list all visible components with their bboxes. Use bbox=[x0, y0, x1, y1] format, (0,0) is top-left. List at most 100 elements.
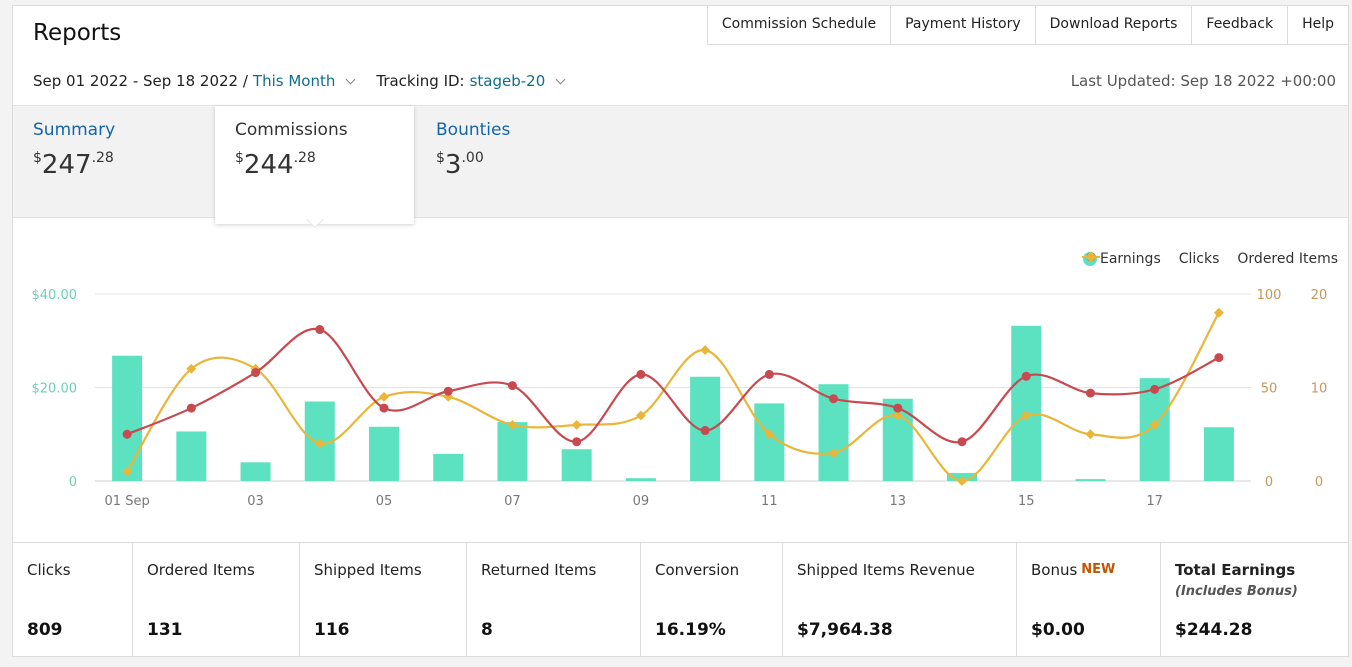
summary-tabs: Summary $247.28 Commissions $244.28 Boun… bbox=[13, 105, 1348, 224]
tab-bounties-amount: $3.00 bbox=[436, 150, 595, 180]
ordered-items-point bbox=[186, 363, 197, 374]
clicks-point bbox=[379, 403, 389, 413]
y-left-tick-label: 0 bbox=[69, 475, 77, 490]
stat-total-earnings-value: $244.28 bbox=[1175, 620, 1253, 640]
stat-returned-items-label: Returned Items bbox=[481, 561, 597, 579]
date-range-text: Sep 01 2022 - Sep 18 2022 / bbox=[33, 72, 248, 90]
stat-conversion: Conversion 16.19% bbox=[641, 543, 783, 657]
ordered-items-line-diamond-icon bbox=[1081, 251, 1100, 263]
clicks-point bbox=[122, 429, 132, 439]
earnings-bar bbox=[1011, 325, 1042, 481]
y-right-tick-label: 50 bbox=[1261, 382, 1278, 397]
legend-earnings-label: Earnings bbox=[1099, 251, 1161, 267]
stat-clicks-label: Clicks bbox=[27, 561, 71, 579]
tracking-chevron-down-icon[interactable] bbox=[555, 74, 566, 84]
x-tick-label: 01 Sep bbox=[105, 494, 150, 509]
clicks-point bbox=[507, 381, 517, 391]
clicks-point bbox=[636, 369, 646, 379]
earnings-bar bbox=[1075, 479, 1106, 481]
clicks-line bbox=[126, 327, 1220, 444]
x-tick-label: 17 bbox=[1146, 494, 1163, 509]
y-right-outer-tick-label: 20 bbox=[1311, 288, 1328, 303]
payment-history-link[interactable]: Payment History bbox=[891, 6, 1036, 44]
earnings-bar bbox=[561, 449, 592, 481]
period-dropdown[interactable]: This Month bbox=[252, 72, 336, 90]
period-chevron-down-icon[interactable] bbox=[345, 74, 356, 84]
tracking-id-label: Tracking ID: bbox=[376, 72, 465, 90]
tab-summary[interactable]: Summary $247.28 bbox=[13, 106, 212, 224]
clicks-point bbox=[251, 368, 261, 378]
bonus-label-text: Bonus bbox=[1031, 561, 1078, 579]
currency-symbol: $ bbox=[235, 150, 244, 166]
ordered-items-point bbox=[1149, 419, 1160, 430]
tab-commissions[interactable]: Commissions $244.28 bbox=[215, 106, 414, 224]
x-tick-label: 03 bbox=[247, 494, 264, 509]
earnings-chart: 0 0 0 $20.00 50 10 $40.00 100 20 01 Sep 03 05 07 09 11… bbox=[13, 218, 1348, 541]
legend-ordered-items[interactable]: Ordered Items bbox=[1081, 251, 1338, 267]
amount-cents: .28 bbox=[91, 150, 114, 166]
ordered-items-point bbox=[957, 476, 967, 486]
ordered-items-point bbox=[571, 419, 582, 430]
stat-total-earnings-label: Total Earnings bbox=[1175, 561, 1296, 579]
clicks-point bbox=[1214, 353, 1224, 363]
amount-dollars: 3 bbox=[444, 150, 462, 180]
chart-svg: 0 0 0 $20.00 50 10 $40.00 100 20 01 Sep 03 05 07 09 11… bbox=[32, 288, 1328, 509]
stats-bar: Clicks 809 Ordered Items 131 Shipped Ite… bbox=[13, 542, 1348, 657]
tab-bounties-label: Bounties bbox=[436, 120, 511, 140]
tab-summary-amount: $247.28 bbox=[33, 150, 192, 180]
ordered-items-point bbox=[892, 410, 903, 421]
last-updated-text: Last Updated: Sep 18 2022 +00:00 bbox=[1070, 72, 1336, 90]
clicks-point bbox=[1085, 388, 1095, 398]
tab-bounties[interactable]: Bounties $3.00 bbox=[416, 106, 615, 224]
stat-shipped-items-label: Shipped Items bbox=[314, 561, 422, 579]
ordered-items-line bbox=[126, 312, 1220, 483]
feedback-link[interactable]: Feedback bbox=[1192, 6, 1289, 44]
stat-ordered-items-value: 131 bbox=[147, 620, 183, 640]
stat-bonus-value: $0.00 bbox=[1031, 620, 1085, 640]
stat-returned-items: Returned Items 8 bbox=[467, 543, 641, 657]
currency-symbol: $ bbox=[33, 150, 42, 166]
y-right-tick-label: 0 bbox=[1265, 475, 1273, 490]
amount-cents: .00 bbox=[461, 150, 484, 166]
clicks-point bbox=[186, 403, 196, 413]
earnings-bar bbox=[433, 453, 464, 481]
legend-clicks[interactable]: Clicks bbox=[1081, 251, 1220, 267]
stat-clicks-value: 809 bbox=[27, 620, 63, 640]
currency-symbol: $ bbox=[436, 150, 445, 166]
commission-schedule-link[interactable]: Commission Schedule bbox=[707, 6, 892, 44]
stat-total-earnings: Total Earnings (Includes Bonus) $244.28 bbox=[1161, 543, 1348, 657]
filter-row: Sep 01 2022 - Sep 18 2022 / This Month T… bbox=[33, 68, 1336, 94]
tab-commissions-label: Commissions bbox=[235, 120, 348, 140]
x-tick-label: 05 bbox=[376, 494, 393, 509]
reports-panel: Reports Commission Schedule Payment Hist… bbox=[12, 5, 1349, 657]
amount-dollars: 244 bbox=[243, 150, 294, 180]
help-link[interactable]: Help bbox=[1288, 6, 1348, 44]
page-title: Reports bbox=[33, 20, 122, 46]
x-tick-label: 15 bbox=[1018, 494, 1035, 509]
stat-total-earnings-sub: (Includes Bonus) bbox=[1175, 584, 1298, 599]
stat-bonus-label: Bonus NEW bbox=[1031, 561, 1148, 579]
x-tick-label: 07 bbox=[504, 494, 521, 509]
y-right-tick-label: 100 bbox=[1257, 288, 1282, 303]
ordered-items-point bbox=[1085, 429, 1096, 440]
clicks-point bbox=[893, 403, 903, 413]
stat-shipped-revenue-value: $7,964.38 bbox=[797, 620, 893, 640]
tracking-id-dropdown[interactable]: stageb-20 bbox=[469, 72, 546, 90]
stat-shipped-revenue-label: Shipped Items Revenue bbox=[797, 561, 975, 579]
legend-ordered-items-label: Ordered Items bbox=[1237, 251, 1338, 267]
legend-clicks-label: Clicks bbox=[1178, 251, 1220, 267]
legend-earnings[interactable]: Earnings bbox=[1082, 251, 1161, 267]
ordered-items-point bbox=[379, 391, 389, 402]
earnings-bar bbox=[1203, 427, 1234, 481]
stat-returned-items-value: 8 bbox=[481, 620, 493, 640]
y-right-outer-tick-label: 10 bbox=[1311, 382, 1328, 397]
clicks-point bbox=[1150, 384, 1160, 394]
amount-dollars: 247 bbox=[41, 150, 92, 180]
ordered-items-point bbox=[828, 448, 839, 458]
chart-legend: Earnings Clicks Ordered Items bbox=[1081, 251, 1338, 267]
ordered-items-point bbox=[635, 410, 646, 421]
earnings-bar bbox=[240, 462, 271, 481]
download-reports-link[interactable]: Download Reports bbox=[1035, 6, 1193, 44]
ordered-items-point bbox=[700, 345, 711, 356]
clicks-point bbox=[1021, 371, 1031, 381]
